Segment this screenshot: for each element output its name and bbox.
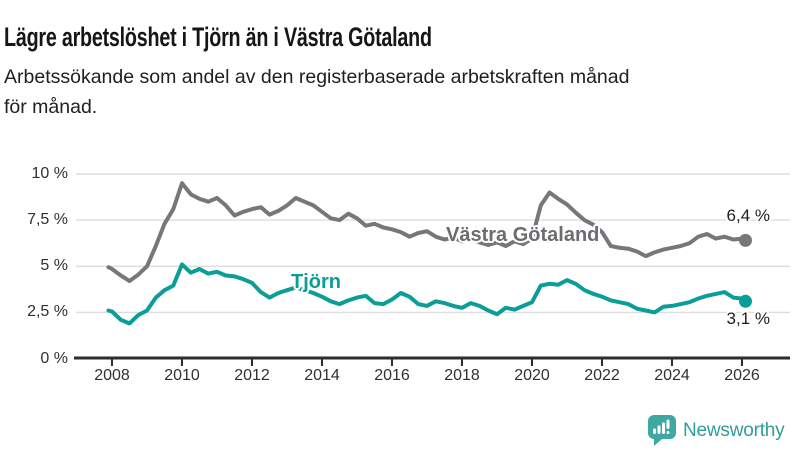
- tjorn-line: [106, 262, 748, 326]
- newsworthy-logo[interactable]: Newsworthy: [648, 415, 785, 446]
- y-axis-label: 10 %: [31, 165, 68, 182]
- tjorn-end-dot: [739, 294, 752, 308]
- series-label-vastra-gotaland: Västra Götaland: [446, 224, 600, 246]
- chart-subtitle-line-1: Arbetssökande som andel av den registerb…: [4, 66, 630, 88]
- x-axis-label: 2008: [94, 367, 130, 384]
- y-axis-label: 5 %: [40, 257, 68, 275]
- x-axis-label: 2026: [724, 367, 760, 384]
- x-axis-label: 2022: [584, 367, 620, 384]
- series-label-tjorn: Tjörn: [291, 271, 341, 293]
- x-axis-label: 2020: [514, 367, 550, 384]
- x-axis-label: 2018: [444, 367, 480, 384]
- chart-title: Lägre arbetslöshet i Tjörn än i Västra G…: [4, 22, 432, 53]
- x-axis-label: 2012: [234, 367, 270, 384]
- x-axis-label: 2014: [304, 367, 340, 384]
- newsworthy-icon: [648, 415, 676, 446]
- vastra-gotaland-end-dot: [739, 233, 752, 247]
- chart-subtitle: Arbetssökande som andel av den registerb…: [4, 62, 629, 122]
- value-label-tjorn: 3,1 %: [726, 309, 770, 328]
- x-axis-label: 2024: [654, 367, 690, 384]
- x-axis-label: 2016: [374, 367, 410, 384]
- newsworthy-brand-text: Newsworthy: [683, 419, 785, 441]
- vastra-gotaland-line: [106, 181, 748, 283]
- y-axis-label: 0 %: [40, 349, 68, 367]
- value-label-vastra-gotaland: 6,4 %: [726, 206, 770, 225]
- chart-subtitle-line-2: för månad.: [4, 96, 98, 118]
- y-axis-label: 7,5 %: [27, 211, 68, 229]
- x-axis-label: 2010: [164, 367, 200, 384]
- y-axis-label: 2,5 %: [27, 303, 68, 321]
